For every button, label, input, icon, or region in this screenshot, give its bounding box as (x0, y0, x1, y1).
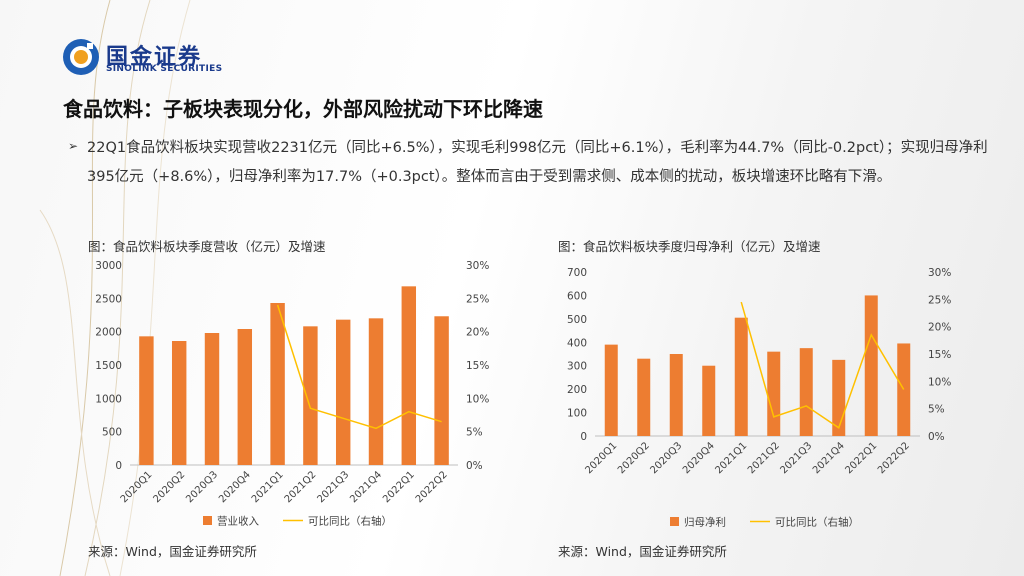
x-tick-label: 2020Q4 (217, 469, 253, 505)
x-tick-label: 2021Q1 (250, 469, 286, 505)
legend-line-label: 可比同比（右轴） (308, 515, 392, 528)
legend-bar-swatch (670, 517, 679, 526)
chart-1-source: 来源：Wind，国金证券研究所 (88, 544, 257, 559)
logo-name-cn: 国金证券 (106, 45, 203, 70)
y-left-tick-label: 200 (567, 384, 587, 396)
bar-2022Q1 (401, 286, 417, 465)
x-tick-label: 2020Q3 (649, 440, 685, 476)
bar-2020Q1 (139, 336, 154, 465)
bar-2020Q3 (204, 333, 220, 465)
legend-bar-label: 营业收入 (217, 515, 259, 528)
x-tick-label: 2021Q4 (811, 440, 847, 476)
chart-2-title: 图：食品饮料板块季度归母净利（亿元）及增速 (558, 239, 821, 254)
x-tick-label: 2022Q2 (876, 440, 912, 476)
bar-2021Q1 (734, 317, 748, 436)
bar-2020Q4 (702, 365, 716, 436)
slide-title: 食品饮料：子板块表现分化，外部风险扰动下环比降速 (63, 97, 543, 121)
net-profit-chart: 0 100 200 300 400 500 600 700 0% 5% 10% 15% 20% 25% 30… (567, 267, 951, 529)
x-tick-label: 2020Q2 (151, 469, 187, 505)
y-left-tick-label: 500 (102, 427, 122, 439)
y-left-tick-label: 500 (567, 314, 587, 326)
x-tick-label: 2021Q3 (315, 469, 351, 505)
y-right-tick-label: 0% (928, 431, 945, 443)
y-left-tick-label: 2000 (95, 327, 122, 339)
x-tick-label: 2020Q2 (616, 440, 652, 476)
y-right-tick-label: 0% (466, 460, 483, 472)
y-right-tick-label: 20% (928, 322, 951, 334)
revenue-chart: 0 500 1000 1500 2000 2500 3000 0% 5% 10% 15% 20% 25%… (95, 260, 489, 528)
y-left-tick-label: 2500 (95, 293, 122, 305)
y-right-tick-label: 25% (928, 294, 951, 306)
bar-2021Q2 (767, 351, 781, 436)
y-right-tick-label: 10% (928, 376, 951, 388)
y-right-tick-label: 15% (466, 360, 489, 372)
x-tick-label: 2021Q1 (714, 440, 750, 476)
x-tick-label: 2022Q2 (414, 469, 450, 505)
company-logo: 国金证券 SINOLINK SECURITIES (62, 38, 242, 78)
bar-2021Q4 (368, 318, 384, 465)
y-left-tick-label: 1500 (95, 360, 122, 372)
x-tick-label: 2022Q1 (844, 440, 880, 476)
bar-2022Q2 (897, 343, 911, 436)
yoy-line (276, 304, 442, 430)
y-left-tick-label: 0 (580, 431, 587, 443)
y-left-tick-label: 600 (567, 290, 587, 302)
bar-2021Q3 (335, 319, 351, 465)
y-right-tick-label: 5% (928, 404, 945, 416)
logo-mark-icon (63, 39, 99, 75)
legend-bar-label: 归母净利 (684, 516, 726, 529)
x-tick-label: 2020Q3 (184, 469, 220, 505)
x-tick-label: 2021Q3 (779, 440, 815, 476)
y-left-tick-label: 700 (567, 267, 587, 279)
x-tick-label: 2020Q1 (119, 469, 155, 505)
logo-name-en: SINOLINK SECURITIES (106, 64, 223, 74)
y-left-tick-label: 3000 (95, 260, 122, 272)
bar-2020Q2 (637, 358, 651, 436)
legend-line-label: 可比同比（右轴） (775, 516, 859, 529)
y-right-tick-label: 5% (466, 427, 483, 439)
bar-2020Q1 (604, 344, 618, 436)
bar-2021Q1 (270, 303, 285, 465)
bar-2020Q2 (171, 341, 187, 465)
bar-2021Q3 (799, 348, 813, 436)
legend-bar-swatch (203, 516, 212, 525)
y-left-tick-label: 0 (115, 460, 122, 472)
y-right-tick-label: 30% (466, 260, 489, 272)
x-tick-label: 2020Q4 (681, 440, 717, 476)
summary-bullet: 22Q1食品饮料板块实现营收2231亿元（同比+6.5%），实现毛利998亿元（… (87, 140, 988, 185)
bar-2020Q3 (669, 354, 683, 436)
bar-2022Q1 (864, 295, 878, 436)
yoy-line (740, 301, 905, 429)
y-right-tick-label: 15% (928, 349, 951, 361)
chart-1-title: 图：食品饮料板块季度营收（亿元）及增速 (88, 239, 326, 254)
x-tick-label: 2021Q4 (348, 469, 384, 505)
bar-2021Q2 (303, 326, 318, 465)
y-right-tick-label: 30% (928, 267, 951, 279)
bullet-arrow-icon: ➢ (68, 139, 79, 153)
y-left-tick-label: 1000 (95, 393, 122, 405)
y-left-tick-label: 100 (567, 408, 587, 420)
x-tick-label: 2021Q2 (746, 440, 782, 476)
y-right-tick-label: 10% (466, 393, 489, 405)
y-right-tick-label: 25% (466, 293, 489, 305)
bar-2020Q4 (237, 329, 253, 465)
y-right-tick-label: 20% (466, 327, 489, 339)
y-left-tick-label: 300 (567, 361, 587, 373)
y-left-tick-label: 400 (567, 337, 587, 349)
x-tick-label: 2020Q1 (584, 440, 620, 476)
chart-2-source: 来源：Wind，国金证券研究所 (558, 544, 727, 559)
bar-2022Q2 (434, 316, 449, 465)
x-tick-label: 2021Q2 (283, 469, 319, 505)
x-tick-label: 2022Q1 (381, 469, 417, 505)
